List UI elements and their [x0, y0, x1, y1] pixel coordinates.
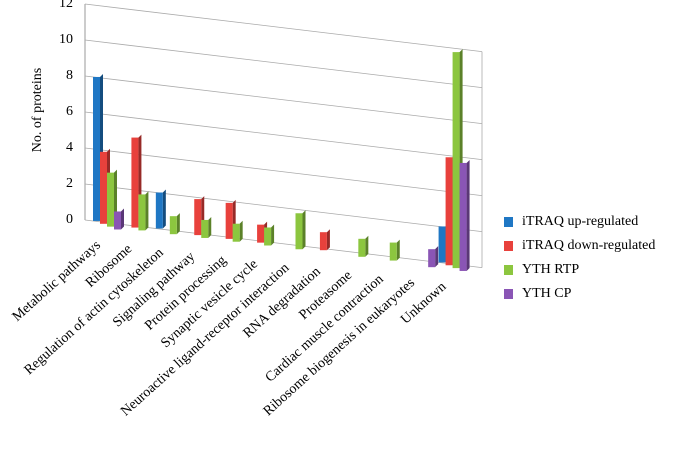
bar [194, 199, 202, 236]
bar [131, 137, 139, 228]
legend-swatch [504, 289, 513, 299]
grid-line [84, 111, 483, 161]
y-tick-label: 4 [66, 140, 73, 155]
legend-label: YTH CP [522, 286, 572, 301]
bar-side [302, 210, 306, 250]
bar-side [326, 229, 330, 251]
bar-side [271, 224, 275, 246]
bar-side [466, 159, 470, 271]
bar [232, 223, 240, 242]
bar [452, 52, 460, 269]
bar-side [162, 189, 166, 229]
grid-line [84, 3, 483, 53]
bar [225, 202, 233, 239]
y-tick-label: 10 [59, 32, 73, 47]
legend-label: YTH RTP [522, 262, 579, 277]
bar-side [239, 220, 243, 242]
y-tick-label: 2 [66, 176, 73, 191]
bar-side [365, 235, 369, 257]
bar [201, 219, 209, 238]
bar-side [396, 239, 400, 261]
bar [319, 232, 327, 251]
bar-side [145, 191, 149, 231]
bar [169, 216, 177, 235]
bar [358, 238, 366, 257]
bar [459, 162, 467, 271]
y-tick-label: 12 [59, 0, 73, 11]
bar-side [176, 213, 180, 235]
bar [155, 192, 163, 229]
bar-side [121, 208, 124, 230]
legend-swatch [504, 241, 513, 251]
bar [438, 226, 446, 263]
legend-label: iTRAQ down-regulated [522, 238, 655, 253]
y-axis-title: No. of proteins [30, 68, 45, 152]
bar-side [208, 216, 212, 238]
y-tick-label: 8 [66, 68, 73, 83]
bar [107, 172, 114, 227]
grid-line [84, 147, 483, 197]
legend-swatch [504, 265, 513, 275]
bar [114, 211, 121, 230]
grid-line [84, 39, 483, 89]
bar [100, 151, 107, 224]
y-tick-label: 6 [66, 104, 73, 119]
bar [389, 242, 397, 261]
bar [93, 76, 100, 221]
bar [295, 213, 303, 250]
y-tick-label: 0 [66, 212, 73, 227]
bar [138, 194, 146, 231]
bar [445, 157, 453, 266]
grid-line [84, 219, 483, 269]
grid-line [84, 75, 483, 125]
bar [264, 227, 272, 246]
x-tick-label: Regulation of actin cytoskeleton [22, 245, 167, 378]
bar-side [435, 246, 439, 268]
grid-line [84, 183, 483, 233]
bar [257, 224, 265, 243]
legend-swatch [504, 217, 513, 227]
legend-label: iTRAQ up-regulated [522, 214, 638, 229]
bar [428, 249, 436, 268]
